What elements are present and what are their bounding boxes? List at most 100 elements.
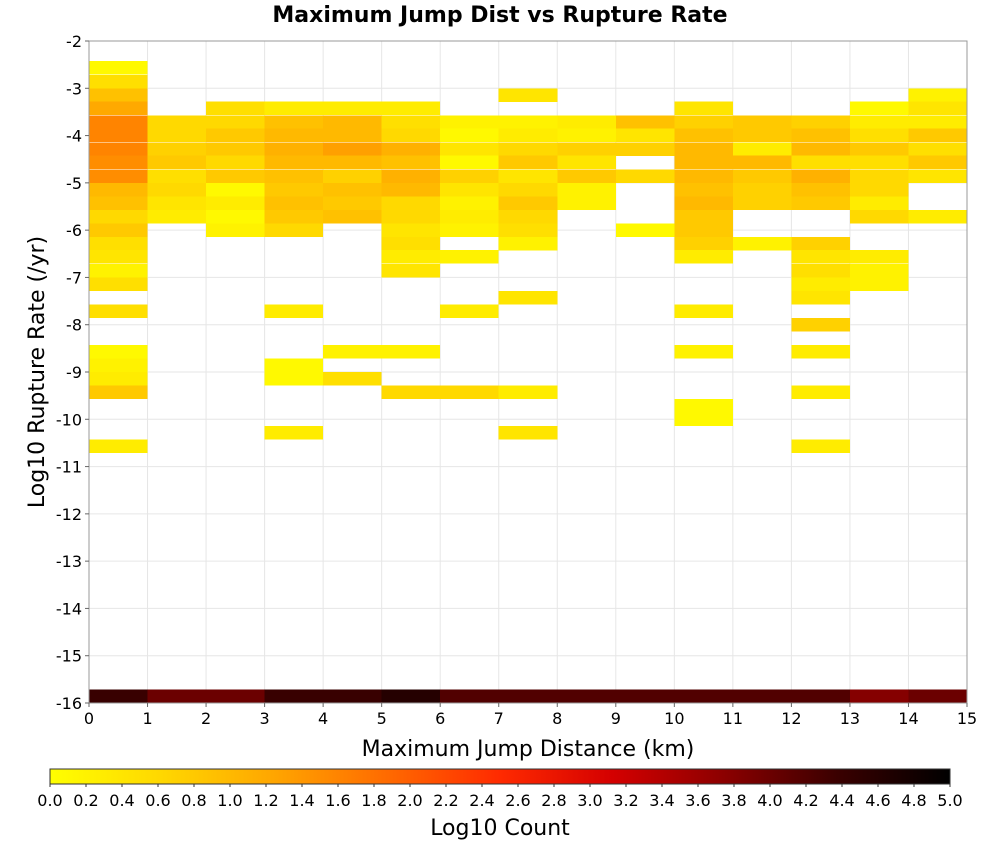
heatmap-cell bbox=[732, 183, 792, 197]
heatmap-cell bbox=[849, 101, 909, 116]
heatmap-cell bbox=[791, 277, 850, 292]
heatmap-cell bbox=[908, 689, 967, 703]
heatmap-cell bbox=[791, 689, 850, 703]
x-tick-label: 7 bbox=[494, 709, 504, 728]
heatmap-cell bbox=[264, 142, 324, 156]
heatmap-cell bbox=[674, 115, 733, 129]
heatmap-cell bbox=[381, 169, 441, 183]
colorbar-tick-label: 5.0 bbox=[937, 791, 962, 810]
heatmap-cell bbox=[908, 155, 967, 170]
heatmap-cell bbox=[206, 142, 265, 156]
heatmap-cell bbox=[674, 344, 733, 359]
heatmap-cell bbox=[323, 183, 382, 197]
heatmap-cell bbox=[908, 101, 967, 116]
colorbar-tick-label: 4.6 bbox=[865, 791, 890, 810]
heatmap-cell bbox=[89, 196, 148, 210]
heatmap-cell bbox=[440, 385, 499, 399]
heatmap-cell bbox=[89, 101, 148, 116]
y-tick-label: -4 bbox=[66, 127, 82, 146]
heatmap-cell bbox=[791, 263, 850, 278]
y-tick-label: -2 bbox=[66, 32, 82, 51]
heatmap-cell bbox=[89, 142, 148, 156]
heatmap-cell bbox=[615, 115, 675, 129]
heatmap-cell bbox=[732, 128, 792, 143]
heatmap-cell bbox=[264, 210, 324, 224]
x-tick-label: 2 bbox=[201, 709, 211, 728]
heatmap-cell bbox=[440, 250, 499, 264]
heatmap-cell bbox=[381, 142, 441, 156]
heatmap-cell bbox=[440, 210, 499, 224]
heatmap-cell bbox=[89, 169, 148, 183]
y-tick-label: -7 bbox=[66, 268, 82, 287]
colorbar-tick-label: 3.6 bbox=[685, 791, 710, 810]
x-tick-label: 11 bbox=[723, 709, 743, 728]
heatmap-cell bbox=[381, 210, 441, 224]
heatmap-cell bbox=[381, 385, 441, 399]
colorbar-tick-label: 1.0 bbox=[217, 791, 242, 810]
heatmap-cell bbox=[908, 88, 967, 102]
heatmap-cell bbox=[381, 689, 441, 703]
y-tick-label: -8 bbox=[66, 316, 82, 335]
heatmap-cell bbox=[498, 142, 558, 156]
heatmap-cell bbox=[849, 128, 909, 143]
heatmap-cell bbox=[323, 196, 382, 210]
heatmap-cell bbox=[732, 196, 792, 210]
heatmap-cell bbox=[615, 223, 675, 237]
chart-title: Maximum Jump Dist vs Rupture Rate bbox=[272, 3, 727, 28]
colorbar-tick-label: 2.2 bbox=[433, 791, 458, 810]
y-tick-label: -9 bbox=[66, 363, 82, 382]
heatmap-cell bbox=[206, 169, 265, 183]
heatmap-cell bbox=[440, 155, 499, 170]
y-axis-label: Log10 Rupture Rate (/yr) bbox=[25, 236, 50, 508]
heatmap-cell bbox=[674, 155, 733, 170]
colorbar-tick-label: 3.8 bbox=[721, 791, 746, 810]
heatmap-cell bbox=[498, 426, 558, 440]
heatmap-cell bbox=[323, 344, 382, 359]
heatmap-cell bbox=[615, 689, 675, 703]
heatmap-cell bbox=[557, 142, 616, 156]
colorbar-tick-label: 2.6 bbox=[505, 791, 530, 810]
heatmap-cell bbox=[440, 196, 499, 210]
y-tick-label: -10 bbox=[56, 410, 82, 429]
heatmap-cell bbox=[206, 210, 265, 224]
heatmap-cell bbox=[264, 358, 324, 372]
heatmap-cell bbox=[440, 223, 499, 237]
heatmap-cell bbox=[264, 169, 324, 183]
heatmap-cell bbox=[323, 169, 382, 183]
heatmap-cell bbox=[381, 101, 441, 116]
heatmap-cell bbox=[498, 223, 558, 237]
heatmap-cell bbox=[674, 196, 733, 210]
colorbar-tick-label: 1.4 bbox=[289, 791, 314, 810]
heatmap-cell bbox=[147, 155, 207, 170]
y-tick-label: -5 bbox=[66, 174, 82, 193]
heatmap-cell bbox=[206, 196, 265, 210]
heatmap-cell bbox=[908, 115, 967, 129]
colorbar-label: Log10 Count bbox=[430, 816, 570, 841]
heatmap-cell bbox=[147, 196, 207, 210]
heatmap-cell bbox=[732, 236, 792, 251]
heatmap-cell bbox=[498, 128, 558, 143]
heatmap-cell bbox=[89, 250, 148, 264]
heatmap-cell bbox=[791, 169, 850, 183]
colorbar-tick-label: 1.2 bbox=[253, 791, 278, 810]
heatmap-cell bbox=[264, 115, 324, 129]
y-tick-label: -16 bbox=[56, 694, 82, 713]
heatmap-cell bbox=[89, 263, 148, 278]
heatmap-cell bbox=[674, 250, 733, 264]
heatmap-cell bbox=[849, 210, 909, 224]
x-tick-label: 0 bbox=[84, 709, 94, 728]
heatmap-cell bbox=[498, 210, 558, 224]
heatmap-cell bbox=[440, 304, 499, 319]
heatmap-cell bbox=[791, 236, 850, 251]
colorbar-tick-label: 3.0 bbox=[577, 791, 602, 810]
heatmap-cell bbox=[206, 223, 265, 237]
heatmap-cell bbox=[264, 426, 324, 440]
heatmap-cell bbox=[615, 142, 675, 156]
heatmap-cell bbox=[791, 250, 850, 264]
heatmap-cell bbox=[89, 277, 148, 292]
heatmap-cell bbox=[791, 128, 850, 143]
y-tick-label: -6 bbox=[66, 221, 82, 240]
heatmap-cell bbox=[264, 304, 324, 319]
colorbar-tick-label: 1.8 bbox=[361, 791, 386, 810]
